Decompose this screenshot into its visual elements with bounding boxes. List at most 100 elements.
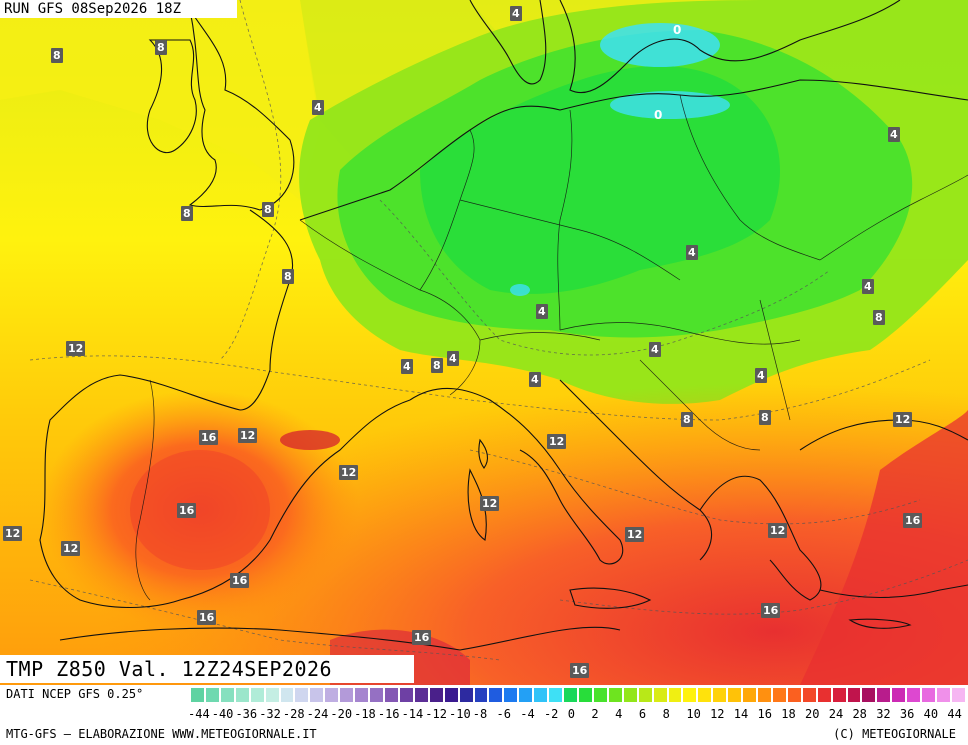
isotherm-label: 0 <box>654 108 663 122</box>
scale-tick-label: -18 <box>354 707 376 721</box>
scale-tick-label: 14 <box>733 707 749 721</box>
scale-tick-label: -28 <box>282 707 305 721</box>
scale-tick-label: 28 <box>852 707 867 721</box>
coast-greece <box>699 475 822 601</box>
coast-turkey-south <box>819 584 968 599</box>
scale-tick-label: 12 <box>710 707 725 721</box>
scale-tick-label: 0 <box>567 707 575 721</box>
color-swatch <box>354 687 370 703</box>
isotherm-label: 8 <box>873 310 885 325</box>
isotherm-label: 16 <box>761 603 781 618</box>
isotherm-label: 16 <box>199 430 219 445</box>
color-swatch <box>428 687 444 703</box>
scale-tick-label: -44 <box>188 707 210 721</box>
coast-crete <box>848 618 912 629</box>
isotherm-label: 8 <box>51 48 63 63</box>
isotherm-label: 12 <box>893 412 913 427</box>
isotherm-label: 12 <box>339 465 359 480</box>
color-swatch <box>607 687 623 703</box>
color-swatch <box>652 687 668 703</box>
color-swatch <box>831 687 847 703</box>
coast-iberia <box>39 374 411 608</box>
isotherm-label: 12 <box>625 527 645 542</box>
color-swatch <box>309 687 325 703</box>
scale-tick-label: 24 <box>828 707 844 721</box>
isotherm-label: 4 <box>686 245 698 260</box>
band-atlantic <box>0 0 320 200</box>
color-swatch <box>473 687 489 703</box>
scale-tick-label: 8 <box>662 707 670 721</box>
coast-adriatic <box>559 379 713 561</box>
color-swatch <box>264 687 280 703</box>
color-swatch <box>190 687 205 703</box>
isotherm-label: 12 <box>61 541 81 556</box>
color-swatch <box>548 687 564 703</box>
scale-tick-label: -6 <box>496 707 511 721</box>
scale-tick-label: -12 <box>425 707 447 721</box>
color-swatch <box>906 687 922 703</box>
map-canvas <box>0 0 968 685</box>
scale-tick-label: 32 <box>876 707 891 721</box>
isotherm-label: 4 <box>447 351 459 366</box>
color-scale <box>190 687 966 704</box>
isotherm-label: 16 <box>177 503 197 518</box>
isotherm-label: 8 <box>431 358 443 373</box>
color-swatch <box>592 687 608 703</box>
color-swatch <box>503 687 519 703</box>
color-swatch <box>398 687 414 703</box>
coast-north-africa <box>59 626 621 651</box>
color-swatch <box>294 687 310 703</box>
color-swatch <box>234 687 250 703</box>
color-swatch <box>771 687 787 703</box>
color-swatch <box>413 687 429 703</box>
isotherm-label: 4 <box>401 359 413 374</box>
color-swatch <box>533 687 549 703</box>
color-swatch <box>383 687 399 703</box>
isotherm-label: 8 <box>282 269 294 284</box>
isotherm-label: 12 <box>480 496 500 511</box>
coast-sardinia <box>467 468 487 541</box>
color-swatch <box>757 687 772 703</box>
color-legend: DATI NCEP GFS 0.25° -44 -40 -36 -32 -28 -24 -2… <box>0 685 968 745</box>
scale-tick-label: -14 <box>401 707 424 721</box>
color-swatch <box>622 687 638 703</box>
color-swatch <box>861 687 877 703</box>
color-swatch <box>443 687 459 703</box>
color-swatch <box>876 687 892 703</box>
scale-tick-label: 44 <box>947 707 962 721</box>
color-swatch <box>891 687 907 703</box>
isotherm-label: 8 <box>155 40 167 55</box>
coast-sicily <box>569 587 652 609</box>
scale-tick-label: -20 <box>330 707 353 721</box>
isotherm-label: 4 <box>312 100 324 115</box>
scale-tick-label: 20 <box>805 707 820 721</box>
color-swatch <box>458 687 474 703</box>
isotherm-label: 16 <box>197 610 217 625</box>
coast-biscay-france <box>239 209 294 411</box>
scale-tick-label: -16 <box>377 707 400 721</box>
scale-tick-label: -8 <box>472 707 488 721</box>
isotherm-label: 8 <box>759 410 771 425</box>
isotherm-label: 16 <box>412 630 432 645</box>
color-swatch <box>936 687 952 703</box>
coast-scandinavia <box>559 0 901 94</box>
color-swatch <box>324 687 340 703</box>
scale-tick-label: -36 <box>235 707 258 721</box>
temperature-map[interactable]: 0 0 4 4 4 4 4 4 4 4 4 4 4 8 8 8 8 8 8 8 … <box>0 0 968 685</box>
run-title: RUN GFS 08Sep2026 18Z <box>0 0 237 18</box>
coast-denmark <box>469 0 547 85</box>
isotherm-label: 4 <box>888 127 900 142</box>
color-swatch <box>801 687 817 703</box>
color-swatch <box>279 687 295 703</box>
data-source-label: DATI NCEP GFS 0.25° <box>6 687 144 701</box>
scale-tick-label: -2 <box>543 707 559 721</box>
color-swatch <box>488 687 504 703</box>
color-swatch <box>921 687 937 703</box>
scale-tick-label: 6 <box>638 707 647 721</box>
borders <box>135 94 968 601</box>
cold-pool-baltic <box>600 23 720 67</box>
scale-tick-label: 16 <box>757 707 772 721</box>
isotherm-label: 4 <box>649 342 661 357</box>
color-swatch <box>697 687 713 703</box>
